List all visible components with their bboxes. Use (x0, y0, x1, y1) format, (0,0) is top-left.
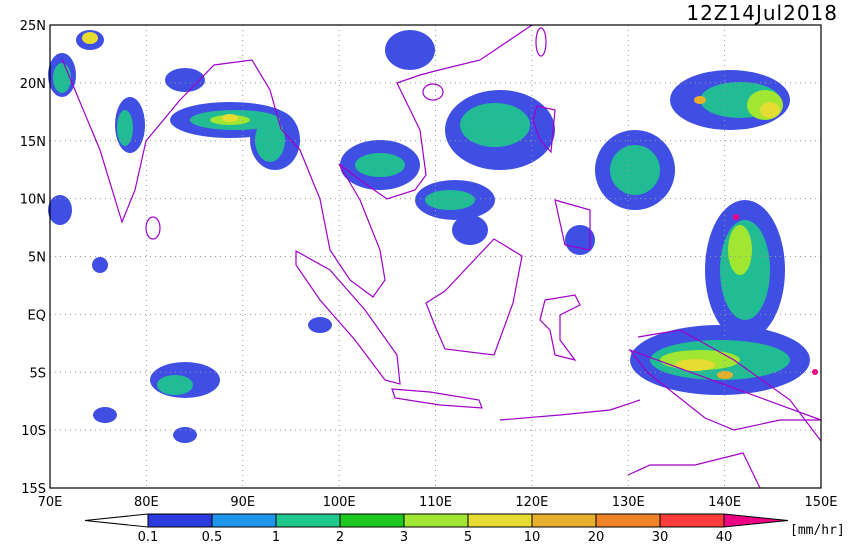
colorbar-box (659, 513, 725, 528)
colorbar-box (275, 513, 341, 528)
colorbar-label: 0.1 (138, 530, 159, 544)
colorbar-label: 20 (588, 530, 605, 544)
colorbar-box (147, 513, 213, 528)
lon-label: 150E (804, 495, 837, 510)
colorbar-box (403, 513, 469, 528)
colorbar-label: 30 (652, 530, 669, 544)
lat-label: 10S (21, 424, 46, 439)
colorbar-box (467, 513, 533, 528)
precipitation (48, 30, 818, 443)
colorbar-box (531, 513, 597, 528)
colorbar-high-arrow (723, 513, 789, 528)
lat-label: 5S (29, 366, 46, 381)
colorbar-low-arrow (84, 513, 149, 528)
lat-label: 15S (21, 482, 46, 497)
colorbar-label: 5 (464, 530, 472, 544)
lat-label: 20N (20, 77, 46, 92)
lon-label: 80E (134, 495, 159, 510)
colorbar-unit: [mm/hr] (790, 523, 845, 538)
lon-label: 70E (38, 495, 63, 510)
lon-label: 140E (708, 495, 741, 510)
colorbar-box (595, 513, 661, 528)
lon-label: 110E (419, 495, 452, 510)
colorbar-label: 40 (716, 530, 733, 544)
map-frame (49, 24, 822, 489)
colorbar-label: 10 (524, 530, 541, 544)
lat-label: 25N (20, 19, 46, 34)
colorbar-label: 1 (272, 530, 280, 544)
lat-label: 15N (20, 135, 46, 150)
colorbar-box (339, 513, 405, 528)
lat-label: 10N (20, 193, 46, 208)
colorbar-label: 2 (336, 530, 344, 544)
lat-label: 5N (28, 251, 46, 266)
colorbar-label: 3 (400, 530, 408, 544)
colorbar-box (211, 513, 277, 528)
lon-label: 100E (323, 495, 356, 510)
coastlines (61, 24, 822, 489)
lon-label: 130E (612, 495, 645, 510)
lat-label: EQ (28, 308, 46, 323)
map-title: 12Z14Jul2018 (686, 1, 838, 25)
lon-label: 90E (230, 495, 255, 510)
lon-label: 120E (515, 495, 548, 510)
colorbar-label: 0.5 (202, 530, 223, 544)
